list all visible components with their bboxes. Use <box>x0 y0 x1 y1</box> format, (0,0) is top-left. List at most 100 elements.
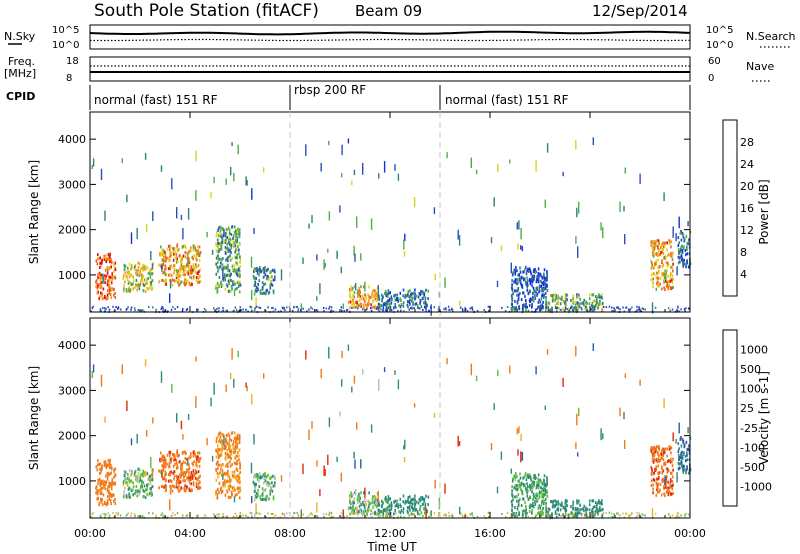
scatter-cell <box>357 289 359 293</box>
scatter-cell <box>387 306 389 310</box>
scatter-cell <box>424 298 427 302</box>
scatter-cell <box>511 279 513 283</box>
scatter-cell <box>216 286 219 290</box>
scatter-cell <box>225 434 228 437</box>
scatter-cell <box>136 474 138 478</box>
scatter-cell <box>165 485 167 489</box>
scatter-cell <box>134 309 136 312</box>
scatter-cell <box>104 416 106 423</box>
scatter-cell <box>516 515 518 518</box>
scatter-cell <box>650 484 653 488</box>
scatter-cell <box>380 504 383 508</box>
scatter-cell <box>238 231 240 234</box>
scatter-cell <box>327 248 329 253</box>
scatter-cell <box>532 498 534 501</box>
scatter-cell <box>657 452 659 456</box>
scatter-cell <box>218 232 221 236</box>
scatter-cell <box>319 489 321 497</box>
scatter-cell <box>195 457 198 461</box>
scatter-cell <box>672 457 674 461</box>
scatter-cell <box>611 310 613 312</box>
scatter-cell <box>175 252 177 256</box>
scatter-cell <box>542 511 544 515</box>
scatter-cell <box>176 257 178 261</box>
scatter-cell <box>668 459 670 462</box>
scatter-cell <box>230 244 233 247</box>
scatter-cell <box>325 307 328 310</box>
scatter-cell <box>262 285 264 289</box>
scatter-cell <box>131 470 133 474</box>
scatter-cell <box>235 437 237 441</box>
scatter-cell <box>681 231 683 235</box>
scatter-cell <box>362 500 364 504</box>
scatter-cell <box>186 270 189 274</box>
scatter-cell <box>601 293 603 297</box>
scatter-cell <box>239 255 241 259</box>
scatter-cell <box>555 515 558 519</box>
scatter-cell <box>669 515 671 518</box>
scatter-cell <box>671 460 673 464</box>
scatter-cell <box>113 276 115 280</box>
scatter-cell <box>320 368 322 379</box>
scatter-cell <box>99 256 102 260</box>
scatter-cell <box>424 512 426 515</box>
scatter-cell <box>359 496 361 500</box>
scatter-cell <box>179 473 181 477</box>
scatter-cell <box>653 252 656 256</box>
scatter-cell <box>187 459 189 465</box>
scatter-cell <box>149 481 152 485</box>
scatter-cell <box>523 306 525 308</box>
scatter-cell <box>136 268 138 272</box>
scatter-cell <box>686 259 688 263</box>
scatter-cell <box>669 485 672 489</box>
scatter-cell <box>493 403 495 410</box>
scatter-cell <box>268 496 271 500</box>
scatter-cell <box>99 275 101 279</box>
scatter-cell <box>523 278 525 282</box>
scatter-cell <box>536 278 538 282</box>
scatter-cell <box>235 309 238 312</box>
scatter-cell <box>546 272 548 282</box>
scatter-cell <box>233 255 236 259</box>
scatter-cell <box>163 256 165 260</box>
scatter-cell <box>668 239 671 243</box>
scatter-cell <box>130 479 132 483</box>
scatter-cell <box>357 295 359 299</box>
scatter-cell <box>219 471 221 475</box>
scatter-cell <box>362 303 365 307</box>
scatter-cell <box>124 470 127 474</box>
scatter-cell <box>264 516 267 518</box>
scatter-cell <box>217 463 220 467</box>
scatter-cell <box>300 303 302 312</box>
scatter-cell <box>219 242 221 246</box>
scatter-cell <box>679 249 681 253</box>
scatter-cell <box>254 474 256 478</box>
scatter-cell <box>378 173 380 179</box>
scatter-cell <box>559 508 562 512</box>
scatter-cell <box>546 494 549 498</box>
scatter-cell <box>652 272 655 275</box>
scatter-cell <box>530 272 533 276</box>
scatter-cell <box>518 293 520 297</box>
scatter-cell <box>347 138 350 144</box>
scatter-cell <box>238 269 241 273</box>
scatter-cell <box>104 254 107 258</box>
scatter-cell <box>656 445 658 449</box>
scatter-cell <box>215 234 218 238</box>
scatter-cell <box>595 295 597 299</box>
scatter-cell <box>141 515 144 518</box>
scatter-cell <box>199 456 202 460</box>
scatter-cell <box>384 508 387 512</box>
scatter-cell <box>407 305 409 309</box>
scatter-cell <box>180 420 183 430</box>
scatter-cell <box>224 238 227 242</box>
scatter-cell <box>382 306 385 310</box>
scatter-cell <box>233 245 235 248</box>
scatter-cell <box>530 279 532 283</box>
scatter-cell <box>384 291 386 295</box>
scatter-cell <box>522 291 525 295</box>
scatter-cell <box>679 256 682 259</box>
scatter-cell <box>167 267 170 271</box>
scatter-cell <box>219 454 222 457</box>
scatter-cell <box>107 485 109 489</box>
